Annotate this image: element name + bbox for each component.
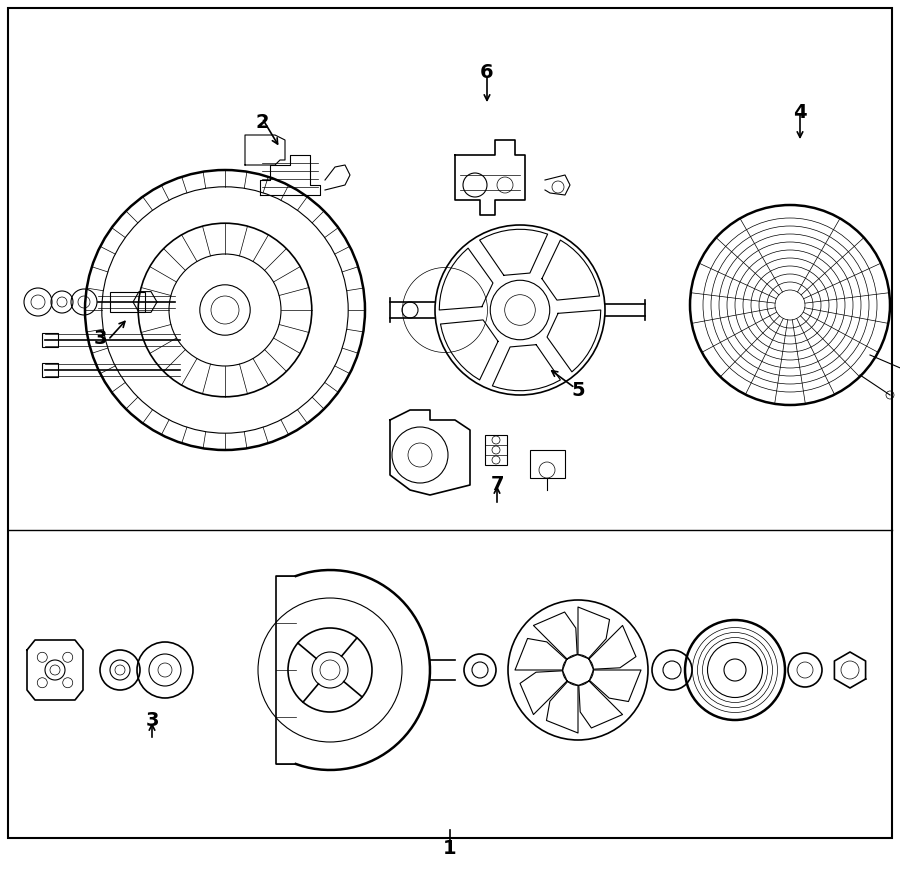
Bar [42, 333, 58, 347]
Bar [530, 450, 565, 478]
Bar [42, 363, 58, 377]
Text: 5: 5 [572, 380, 585, 399]
Text: 3: 3 [145, 711, 158, 730]
Text: 1: 1 [443, 838, 457, 857]
Text: 4: 4 [793, 102, 806, 121]
Bar [485, 435, 507, 465]
Text: 7: 7 [491, 475, 504, 495]
Text: 2: 2 [256, 113, 269, 131]
Text: 3: 3 [94, 329, 107, 348]
Bar [110, 292, 145, 312]
Text: 6: 6 [481, 63, 494, 81]
